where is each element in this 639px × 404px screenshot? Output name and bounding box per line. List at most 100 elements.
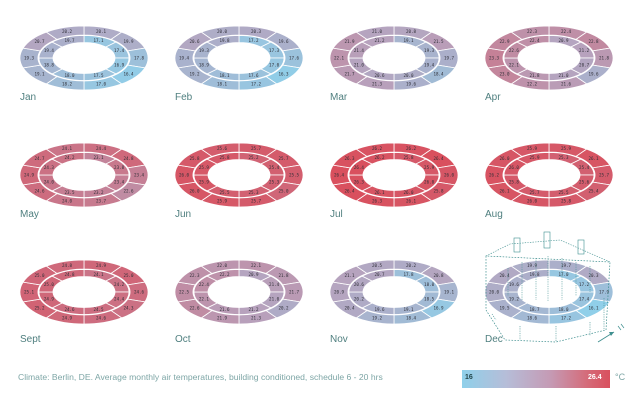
outer-cell-9 <box>45 25 85 40</box>
inner-cell-value-3: 24.5 <box>93 307 104 312</box>
inner-cell-value-2: 19.4 <box>424 63 435 68</box>
outer-cell-value-7: 26.4 <box>334 172 345 177</box>
outer-cell-value-8: 22.3 <box>189 273 200 278</box>
outer-cell-value-6: 22.6 <box>189 306 200 311</box>
outer-cell-value-1: 21.8 <box>278 273 289 278</box>
inner-cell-value-0: 17.8 <box>403 272 414 277</box>
outer-cell-value-9: 19.9 <box>527 263 538 268</box>
inner-cell-value-5: 24.9 <box>44 297 55 302</box>
outer-cell-value-9: 25.6 <box>217 146 228 151</box>
inner-cell-value-7: 26.2 <box>374 155 385 160</box>
inner-cell-value-7: 24.2 <box>64 155 75 160</box>
outer-cell-value-9: 20.2 <box>62 29 73 34</box>
outer-cell-value-8: 25.8 <box>189 156 200 161</box>
inner-cell-value-4: 26.1 <box>374 190 385 195</box>
inner-cell-value-3: 20.0 <box>403 73 414 78</box>
outer-cell-value-9: 20.0 <box>217 29 228 34</box>
outer-cell-value-6: 19.1 <box>34 72 45 77</box>
inner-cell-value-5: 22.1 <box>509 63 520 68</box>
inner-cell-value-6: 20.6 <box>354 282 365 287</box>
inner-cell-value-5: 19.2 <box>509 297 520 302</box>
outer-cell-9 <box>510 25 550 40</box>
inner-cell-value-6: 22.4 <box>199 282 210 287</box>
outer-cell-value-5: 24.9 <box>62 316 73 321</box>
month-label-oct: Oct <box>175 334 191 345</box>
outer-cell-value-9: 26.2 <box>372 146 383 151</box>
outer-cell-value-0: 20.2 <box>406 263 417 268</box>
outer-cell-value-0: 20.1 <box>96 29 107 34</box>
outer-cell-9 <box>510 142 550 157</box>
inner-cell-value-3: 18.0 <box>558 307 569 312</box>
month-ring-mar: 20.8 21.5 19.7 18.4 19.6 21.3 21.7 22.1 21.9 21.0… <box>329 25 459 103</box>
inner-cell-value-7: 20.7 <box>374 272 385 277</box>
outer-cell-value-2: 19.7 <box>444 55 455 60</box>
outer-cell-9 <box>200 259 240 274</box>
inner-cell-7 <box>51 152 85 165</box>
outer-cell-value-6: 21.7 <box>344 72 355 77</box>
outer-cell-value-4: 18.4 <box>406 316 417 321</box>
outer-cell-value-1: 22.8 <box>588 39 599 44</box>
outer-cell-value-0: 20.3 <box>251 29 262 34</box>
building-axonometric-drawing <box>485 231 625 343</box>
outer-cell-value-6: 26.0 <box>189 189 200 194</box>
month-label-apr: Apr <box>485 92 501 103</box>
inner-cell-value-5: 25.8 <box>509 180 520 185</box>
inner-cell-value-1: 18.0 <box>424 282 435 287</box>
inner-cell-value-0: 24.1 <box>93 272 104 277</box>
outer-cell-value-0: 22.1 <box>251 263 262 268</box>
outer-cell-value-2: 24.6 <box>134 289 145 294</box>
outer-cell-value-0: 24.9 <box>96 263 107 268</box>
inner-cell-value-5: 18.9 <box>199 63 210 68</box>
inner-cell-value-5: 18.8 <box>44 63 55 68</box>
inner-cell-value-6: 19.4 <box>44 48 55 53</box>
inner-cell-value-7: 24.8 <box>64 272 75 277</box>
outer-cell-value-5: 18.2 <box>62 82 73 87</box>
inner-cell-value-6: 22.6 <box>509 48 520 53</box>
inner-cell-value-3: 21.0 <box>558 73 569 78</box>
outer-cell-value-7: 26.2 <box>489 172 500 177</box>
inner-cell-value-1: 19.3 <box>424 48 435 53</box>
outer-cell-value-1: 19.6 <box>278 39 289 44</box>
outer-cell-value-7: 20.0 <box>489 289 500 294</box>
month-ring-may: 24.4 24.8 23.4 22.6 23.7 24.0 24.6 24.9 24.7 24.1… <box>19 142 149 220</box>
outer-cell-value-2: 21.7 <box>289 289 300 294</box>
outer-cell-value-2: 17.8 <box>134 55 145 60</box>
month-ring-jun: 25.7 25.7 25.5 25.0 25.7 25.9 26.0 26.0 25.8 25.6… <box>174 142 304 220</box>
inner-cell-value-2: 26.0 <box>424 180 435 185</box>
inner-cell-value-6: 25.9 <box>199 165 210 170</box>
inner-cell-value-4: 21.8 <box>529 73 540 78</box>
month-ring-jul: 26.2 26.4 26.0 25.8 26.1 26.3 26.4 26.4 26.3 26.2… <box>329 142 459 220</box>
outer-cell-value-3: 25.4 <box>588 189 599 194</box>
month-label-jan: Jan <box>20 92 36 103</box>
month-ring-dec: 19.7 20.3 17.9 16.1 17.2 18.6 19.5 20.0 20.4 19.9… <box>484 259 614 345</box>
outer-cell-value-5: 21.3 <box>372 82 383 87</box>
outer-cell-value-5: 21.9 <box>217 316 228 321</box>
inner-cell-value-1: 17.3 <box>269 48 280 53</box>
outer-cell-value-3: 25.8 <box>433 189 444 194</box>
outer-cell-value-7: 22.1 <box>334 55 345 60</box>
outer-cell-value-9: 25.9 <box>527 146 538 151</box>
inner-cell-value-4: 24.6 <box>64 307 75 312</box>
outer-cell-value-9: 21.0 <box>372 29 383 34</box>
outer-cell-value-9: 24.1 <box>62 146 73 151</box>
outer-cell-value-5: 26.3 <box>372 199 383 204</box>
outer-cell-value-4: 26.1 <box>406 199 417 204</box>
outer-cell-value-2: 17.6 <box>289 55 300 60</box>
inner-cell-value-2: 25.3 <box>269 180 280 185</box>
outer-cell-value-0: 26.2 <box>406 146 417 151</box>
figure-caption: Climate: Berlin, DE. Average monthly air… <box>18 372 383 382</box>
outer-cell-value-5: 18.6 <box>527 316 538 321</box>
temperature-scale-bar <box>462 370 610 388</box>
outer-cell-value-7: 25.1 <box>24 289 35 294</box>
inner-cell-value-2: 20.7 <box>579 63 590 68</box>
inner-cell-value-4: 18.1 <box>219 73 230 78</box>
outer-cell-value-4: 25.8 <box>561 199 572 204</box>
inner-cell-value-4: 25.7 <box>529 190 540 195</box>
outer-cell-value-4: 19.6 <box>406 82 417 87</box>
outer-cell-value-0: 25.7 <box>251 146 262 151</box>
inner-cell-value-3: 23.2 <box>93 190 104 195</box>
outer-cell-value-1: 20.8 <box>433 273 444 278</box>
scale-unit-label: °C <box>615 372 626 382</box>
outer-cell-value-6: 26.1 <box>499 189 510 194</box>
inner-cell-7 <box>516 269 550 282</box>
